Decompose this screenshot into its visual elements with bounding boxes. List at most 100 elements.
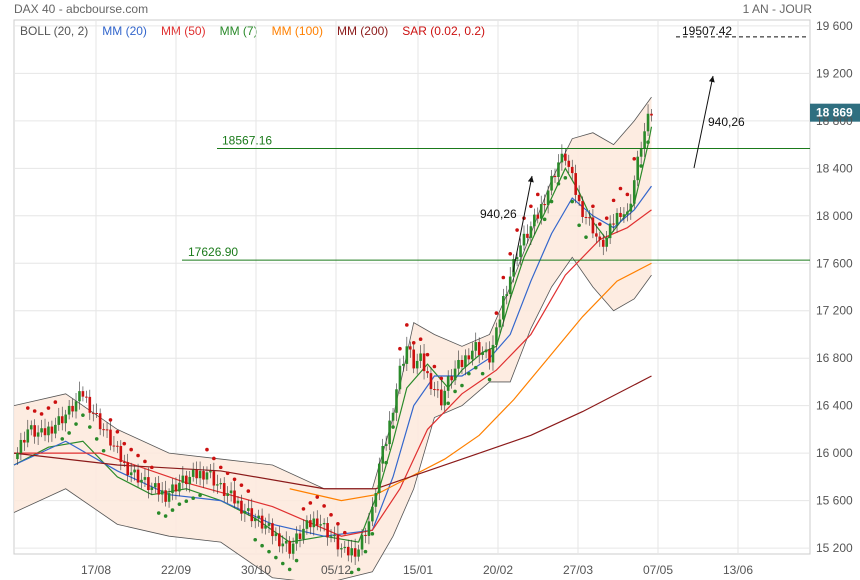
candle-body	[164, 490, 167, 502]
candle-body	[236, 500, 240, 504]
sar-dot	[308, 501, 313, 505]
legend-item: MM (7)	[219, 24, 258, 38]
candle-body	[298, 533, 302, 539]
candle-body	[85, 396, 88, 398]
candle-body	[429, 373, 433, 390]
sar-dot	[632, 157, 637, 161]
y-tick-label: 16 400	[816, 399, 853, 413]
arrow-1	[512, 175, 534, 273]
sar-dot	[287, 567, 292, 572]
legend-item: MM (50)	[160, 24, 206, 38]
last-price-box	[810, 103, 860, 122]
sar-dot	[501, 275, 506, 280]
candle-body	[167, 493, 171, 502]
candle-body	[346, 546, 350, 556]
bollinger-lower	[13, 256, 652, 580]
candle-body	[632, 180, 636, 204]
sar-dot	[336, 521, 340, 526]
sar-dot	[94, 437, 99, 441]
candle-body	[281, 543, 285, 547]
sar-dot	[370, 532, 375, 536]
sar-dot	[53, 400, 58, 404]
sar-dot	[205, 447, 209, 452]
candle-body	[91, 412, 95, 414]
candle-body	[119, 446, 123, 462]
y-tick-label: 15 600	[816, 494, 853, 508]
candle-body	[646, 113, 650, 132]
y-tick-label: 16 800	[816, 351, 853, 365]
candle-body	[116, 445, 119, 447]
sar-dot	[515, 228, 519, 232]
candle-body	[412, 349, 416, 369]
candle-body	[433, 389, 436, 391]
arrow-2	[693, 75, 715, 169]
candle-body	[405, 346, 409, 364]
candle-body	[302, 528, 305, 539]
candle-body	[605, 238, 608, 247]
x-tick-label: 15/01	[403, 563, 433, 577]
legend: BOLL (20, 2) MM (20) MM (50) MM (7) MM (100)…	[20, 24, 499, 38]
candle-body	[329, 536, 333, 538]
sar-dot	[529, 204, 533, 209]
candle-body	[184, 475, 188, 485]
sar-dot	[480, 371, 485, 376]
candle-body	[222, 483, 226, 496]
candle-body	[474, 342, 478, 351]
candle-body	[226, 493, 229, 496]
candle-body	[626, 211, 629, 215]
candle-body	[253, 518, 257, 522]
candle-body	[460, 359, 464, 367]
sar-dot	[467, 371, 471, 376]
candle-body	[219, 483, 223, 485]
sar-dot	[136, 453, 140, 458]
candle-body	[267, 523, 271, 526]
candle-body	[105, 429, 109, 431]
candle-body	[315, 518, 319, 526]
candle-body	[567, 160, 571, 167]
candle-body	[553, 175, 557, 177]
annotations: 18567.16 17626.90 19507.42 940,26 940,26 18 8…	[182, 24, 860, 273]
candle-body	[202, 471, 205, 480]
candle-body	[384, 444, 388, 447]
candle-body	[157, 483, 161, 495]
sar-dot	[563, 176, 568, 180]
candle-body	[305, 520, 309, 529]
candle-body	[381, 446, 385, 464]
sar-dot	[646, 140, 650, 145]
x-tick-label: 30/10	[241, 563, 271, 577]
sar-dot	[177, 502, 182, 506]
sar-dot	[163, 514, 168, 518]
sar-dot	[363, 549, 368, 554]
candle-body	[71, 405, 74, 412]
sar-dot	[60, 437, 65, 441]
candle-body	[612, 223, 615, 225]
candle-body	[178, 482, 181, 492]
candle-body	[439, 389, 443, 406]
candle-body	[477, 342, 481, 355]
candle-body	[212, 471, 216, 486]
resistance-label: 18567.16	[222, 133, 272, 147]
candle-body	[419, 353, 422, 361]
candle-body	[171, 484, 174, 494]
candle-body	[505, 294, 509, 297]
sar-dot	[411, 340, 416, 345]
candle-body	[340, 548, 343, 550]
candle-body	[209, 471, 212, 473]
sar-dot	[253, 537, 258, 542]
candle-body	[67, 405, 71, 415]
candle-body	[629, 203, 633, 212]
sar-dot	[170, 508, 175, 512]
y-tick-label: 17 600	[816, 256, 853, 270]
sar-dot	[584, 235, 588, 239]
candle-body	[288, 540, 291, 554]
sar-dot	[639, 164, 643, 168]
ma-line	[13, 375, 652, 490]
sar-dot	[439, 376, 444, 381]
candle-body	[533, 214, 536, 227]
candle-body	[153, 483, 157, 488]
candle-body	[322, 523, 326, 525]
bollinger-upper	[13, 96, 652, 490]
sar-dot	[218, 465, 223, 470]
sar-dot	[150, 465, 154, 470]
candle-body	[488, 349, 491, 363]
